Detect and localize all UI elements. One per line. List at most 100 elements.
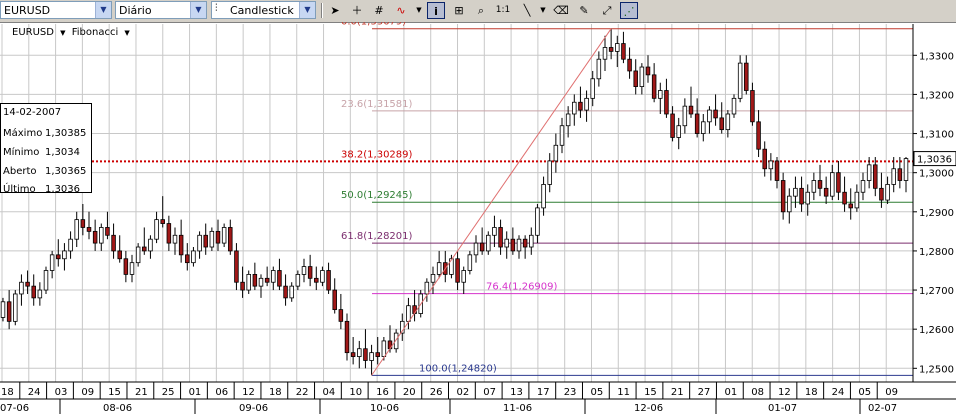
x-month-label: 02-07 xyxy=(868,403,897,414)
x-day-label: 05 xyxy=(590,387,603,398)
candle-body xyxy=(252,274,258,287)
candle-body xyxy=(338,309,344,322)
x-day-label: 01 xyxy=(724,387,737,398)
info-last-label: Último xyxy=(3,184,36,195)
chart-legend: EURUSD ▼ Fibonacci ▼ xyxy=(12,27,133,38)
fib-trend-line xyxy=(371,28,612,376)
candle-body xyxy=(541,184,546,209)
candle-body xyxy=(240,281,245,291)
x-day-label: 11 xyxy=(617,387,630,398)
candle-body xyxy=(688,105,694,115)
candle-body xyxy=(400,320,405,334)
candle-body xyxy=(455,258,460,283)
indicator-icon[interactable]: ∿ xyxy=(396,4,406,17)
candle-body xyxy=(713,109,718,119)
chevron-down-icon[interactable]: ▼ xyxy=(299,2,315,18)
zoom-ratio-button[interactable]: 1:1 xyxy=(495,5,511,15)
candle-body xyxy=(492,227,497,236)
candle-body xyxy=(449,258,454,275)
eraser-icon[interactable]: ⌫ xyxy=(553,4,569,17)
x-day-label: 02 xyxy=(457,387,470,398)
candle-body xyxy=(719,117,724,131)
candle-body xyxy=(344,320,350,354)
grid-icon[interactable]: # xyxy=(374,4,384,17)
crosshair-icon[interactable]: ＋ xyxy=(351,4,363,17)
fibonacci-icon[interactable]: ⋰ xyxy=(620,2,638,19)
candle-body xyxy=(670,113,675,138)
candle-body xyxy=(676,125,681,138)
x-day-label: 10 xyxy=(349,387,362,398)
candle-body xyxy=(13,293,18,322)
zoom-box-icon[interactable]: ⊞ xyxy=(454,4,464,17)
y-tick-label: 1,3200 xyxy=(919,90,954,101)
chevron-down-icon[interactable]: ▼ xyxy=(60,29,66,37)
candle-body xyxy=(320,270,325,283)
chart-type-select[interactable]: Candlestick ⫶ ▼ xyxy=(211,1,316,19)
y-tick-label: 1,3300 xyxy=(919,51,954,62)
info-icon[interactable]: i xyxy=(427,2,445,19)
x-day-label: 03 xyxy=(55,387,68,398)
chevron-down-icon[interactable]: ▼ xyxy=(190,2,206,18)
x-month-label: 11-06 xyxy=(503,403,532,414)
fib-level-label: 23.6(1,31581) xyxy=(341,99,413,110)
last-price-tag xyxy=(913,151,956,167)
chevron-down-icon[interactable]: ▼ xyxy=(540,6,546,14)
chevron-down-icon[interactable]: ▼ xyxy=(95,2,111,18)
zoom-icon[interactable]: ⌕ xyxy=(477,4,485,17)
candle-body xyxy=(633,70,638,88)
candle-body xyxy=(357,348,362,357)
y-tick-label: 1,2600 xyxy=(919,325,954,336)
cursor-arrow-icon[interactable]: ➤ xyxy=(330,4,340,17)
candle-body xyxy=(572,101,577,115)
properties-icon[interactable]: ✎ xyxy=(579,4,589,17)
candle-body xyxy=(608,47,614,52)
candle-body xyxy=(123,258,129,275)
candle-body xyxy=(596,58,602,80)
info-min-value: 1,3034 xyxy=(45,147,80,158)
candle-body xyxy=(836,172,841,193)
plot-area xyxy=(0,24,913,382)
x-day-label: 04 xyxy=(323,387,336,398)
timeframe-select[interactable]: Diário ▼ xyxy=(115,1,207,19)
candle-body xyxy=(25,281,30,287)
candle-body xyxy=(191,250,196,264)
candle-body xyxy=(234,250,239,283)
candle-body xyxy=(885,184,890,201)
x-day-label: 01 xyxy=(189,387,202,398)
candle-body xyxy=(621,43,626,60)
x-month-label: 09-06 xyxy=(239,403,268,414)
symbol-select-value: EURUSD xyxy=(4,4,51,17)
y-tick-label: 1,2800 xyxy=(919,247,954,258)
info-min-label: Mínimo xyxy=(3,147,40,158)
price-chart[interactable]: 0.0(1,33679) 23.6(1,31581) 38.2(1,30289) 50… xyxy=(0,22,956,414)
candle-body xyxy=(842,191,847,205)
candle-body xyxy=(393,332,399,350)
x-day-label: 15 xyxy=(108,387,121,398)
candle-body xyxy=(185,254,190,264)
candle-body xyxy=(811,180,817,193)
candle-body xyxy=(602,47,608,60)
y-tick-label: 1,2700 xyxy=(919,286,954,297)
candle-body xyxy=(627,58,632,72)
candle-body xyxy=(694,113,700,134)
chevron-down-icon[interactable]: ▼ xyxy=(416,6,422,14)
trendline-icon[interactable]: ╲ xyxy=(523,4,531,17)
y-tick-label: 1,3000 xyxy=(919,169,954,180)
candle-body xyxy=(479,242,485,252)
info-max-value: 1,30385 xyxy=(45,128,87,139)
chart-type-select-value: Candlestick xyxy=(230,4,294,17)
chevron-down-icon[interactable]: ▼ xyxy=(124,29,130,37)
candle-body xyxy=(215,230,221,244)
symbol-select[interactable]: EURUSD ▼ xyxy=(0,1,112,19)
data-window: 14-02-2007 Máximo 1,30385 Mínimo 1,3034 … xyxy=(0,103,92,195)
candle-body xyxy=(498,227,503,248)
legend-symbol[interactable]: EURUSD xyxy=(12,27,54,38)
candle-body xyxy=(203,234,208,248)
expand-icon[interactable]: ⤢ xyxy=(602,4,612,17)
candle-body xyxy=(301,266,307,275)
candle-body xyxy=(639,66,645,88)
legend-study[interactable]: Fibonacci xyxy=(71,27,119,38)
candle-body xyxy=(166,223,172,244)
candle-body xyxy=(86,227,92,232)
candle-body xyxy=(258,277,264,287)
